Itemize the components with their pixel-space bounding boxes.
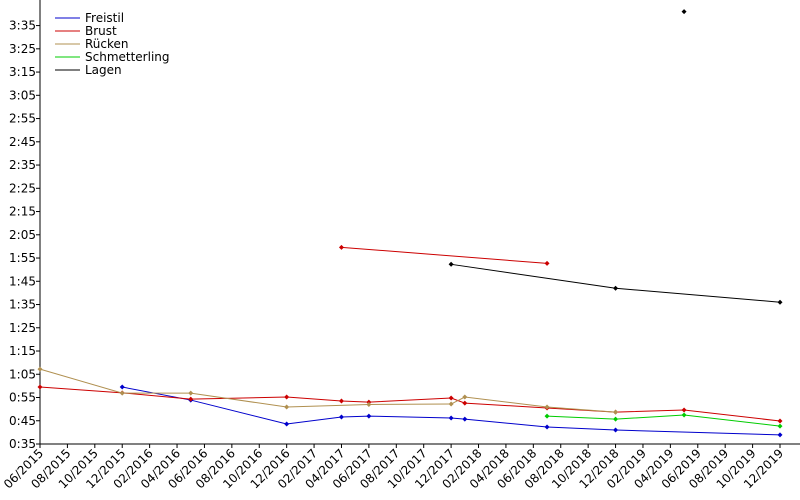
data-point	[338, 414, 344, 420]
series-line	[451, 263, 781, 303]
data-point	[119, 390, 125, 396]
data-point	[777, 423, 783, 429]
series-line	[39, 386, 781, 422]
legend-label: Rücken	[85, 37, 129, 51]
series-line	[341, 246, 548, 264]
data-point	[544, 260, 550, 266]
legend-label: Schmetterling	[85, 50, 170, 64]
data-point	[448, 401, 454, 407]
data-point	[188, 390, 194, 396]
y-tick-label: 2:25	[9, 181, 36, 195]
data-point	[681, 407, 687, 413]
y-tick-label: 3:25	[9, 42, 36, 56]
data-point	[284, 421, 290, 427]
data-point	[777, 418, 783, 424]
data-point	[338, 398, 344, 404]
y-tick-label: 2:15	[9, 205, 36, 219]
series-line	[547, 414, 781, 427]
data-point	[448, 415, 454, 421]
data-point	[462, 400, 468, 406]
data-point	[119, 384, 125, 390]
series-line	[39, 368, 616, 413]
legend-label: Brust	[85, 24, 117, 38]
data-point	[777, 299, 783, 305]
y-tick-label: 3:35	[9, 19, 36, 33]
y-tick-label: 1:35	[9, 298, 36, 312]
data-point	[613, 285, 619, 291]
legend-label: Lagen	[85, 63, 122, 77]
data-point	[462, 394, 468, 400]
data-point	[544, 424, 550, 430]
y-tick-label: 0:55	[9, 391, 36, 405]
data-point	[448, 261, 454, 267]
series-line	[122, 386, 781, 436]
data-point	[188, 396, 194, 402]
y-tick-label: 1:55	[9, 251, 36, 265]
data-point	[338, 244, 344, 250]
y-tick-label: 3:15	[9, 65, 36, 79]
y-tick-label: 1:15	[9, 344, 36, 358]
data-point	[681, 412, 687, 418]
data-point	[613, 427, 619, 433]
data-point	[448, 395, 454, 401]
legend-label: Freistil	[85, 11, 124, 25]
data-point	[613, 416, 619, 422]
y-tick-label: 1:25	[9, 321, 36, 335]
y-tick-label: 1:45	[9, 274, 36, 288]
y-tick-label: 0:45	[9, 414, 36, 428]
data-point	[37, 384, 43, 390]
y-tick-label: 2:55	[9, 112, 36, 126]
data-point	[284, 394, 290, 400]
data-point	[284, 404, 290, 410]
data-point	[681, 9, 687, 15]
data-point	[544, 404, 550, 410]
data-point	[366, 413, 372, 419]
data-point	[777, 432, 783, 438]
data-point	[37, 366, 43, 372]
y-tick-label: 1:05	[9, 367, 36, 381]
y-tick-label: 0:35	[9, 437, 36, 451]
y-tick-label: 3:05	[9, 88, 36, 102]
y-tick-label: 2:45	[9, 135, 36, 149]
y-tick-label: 2:35	[9, 158, 36, 172]
data-point	[544, 413, 550, 419]
data-point	[613, 409, 619, 415]
y-tick-label: 2:05	[9, 228, 36, 242]
data-point	[366, 401, 372, 407]
data-point	[462, 416, 468, 422]
